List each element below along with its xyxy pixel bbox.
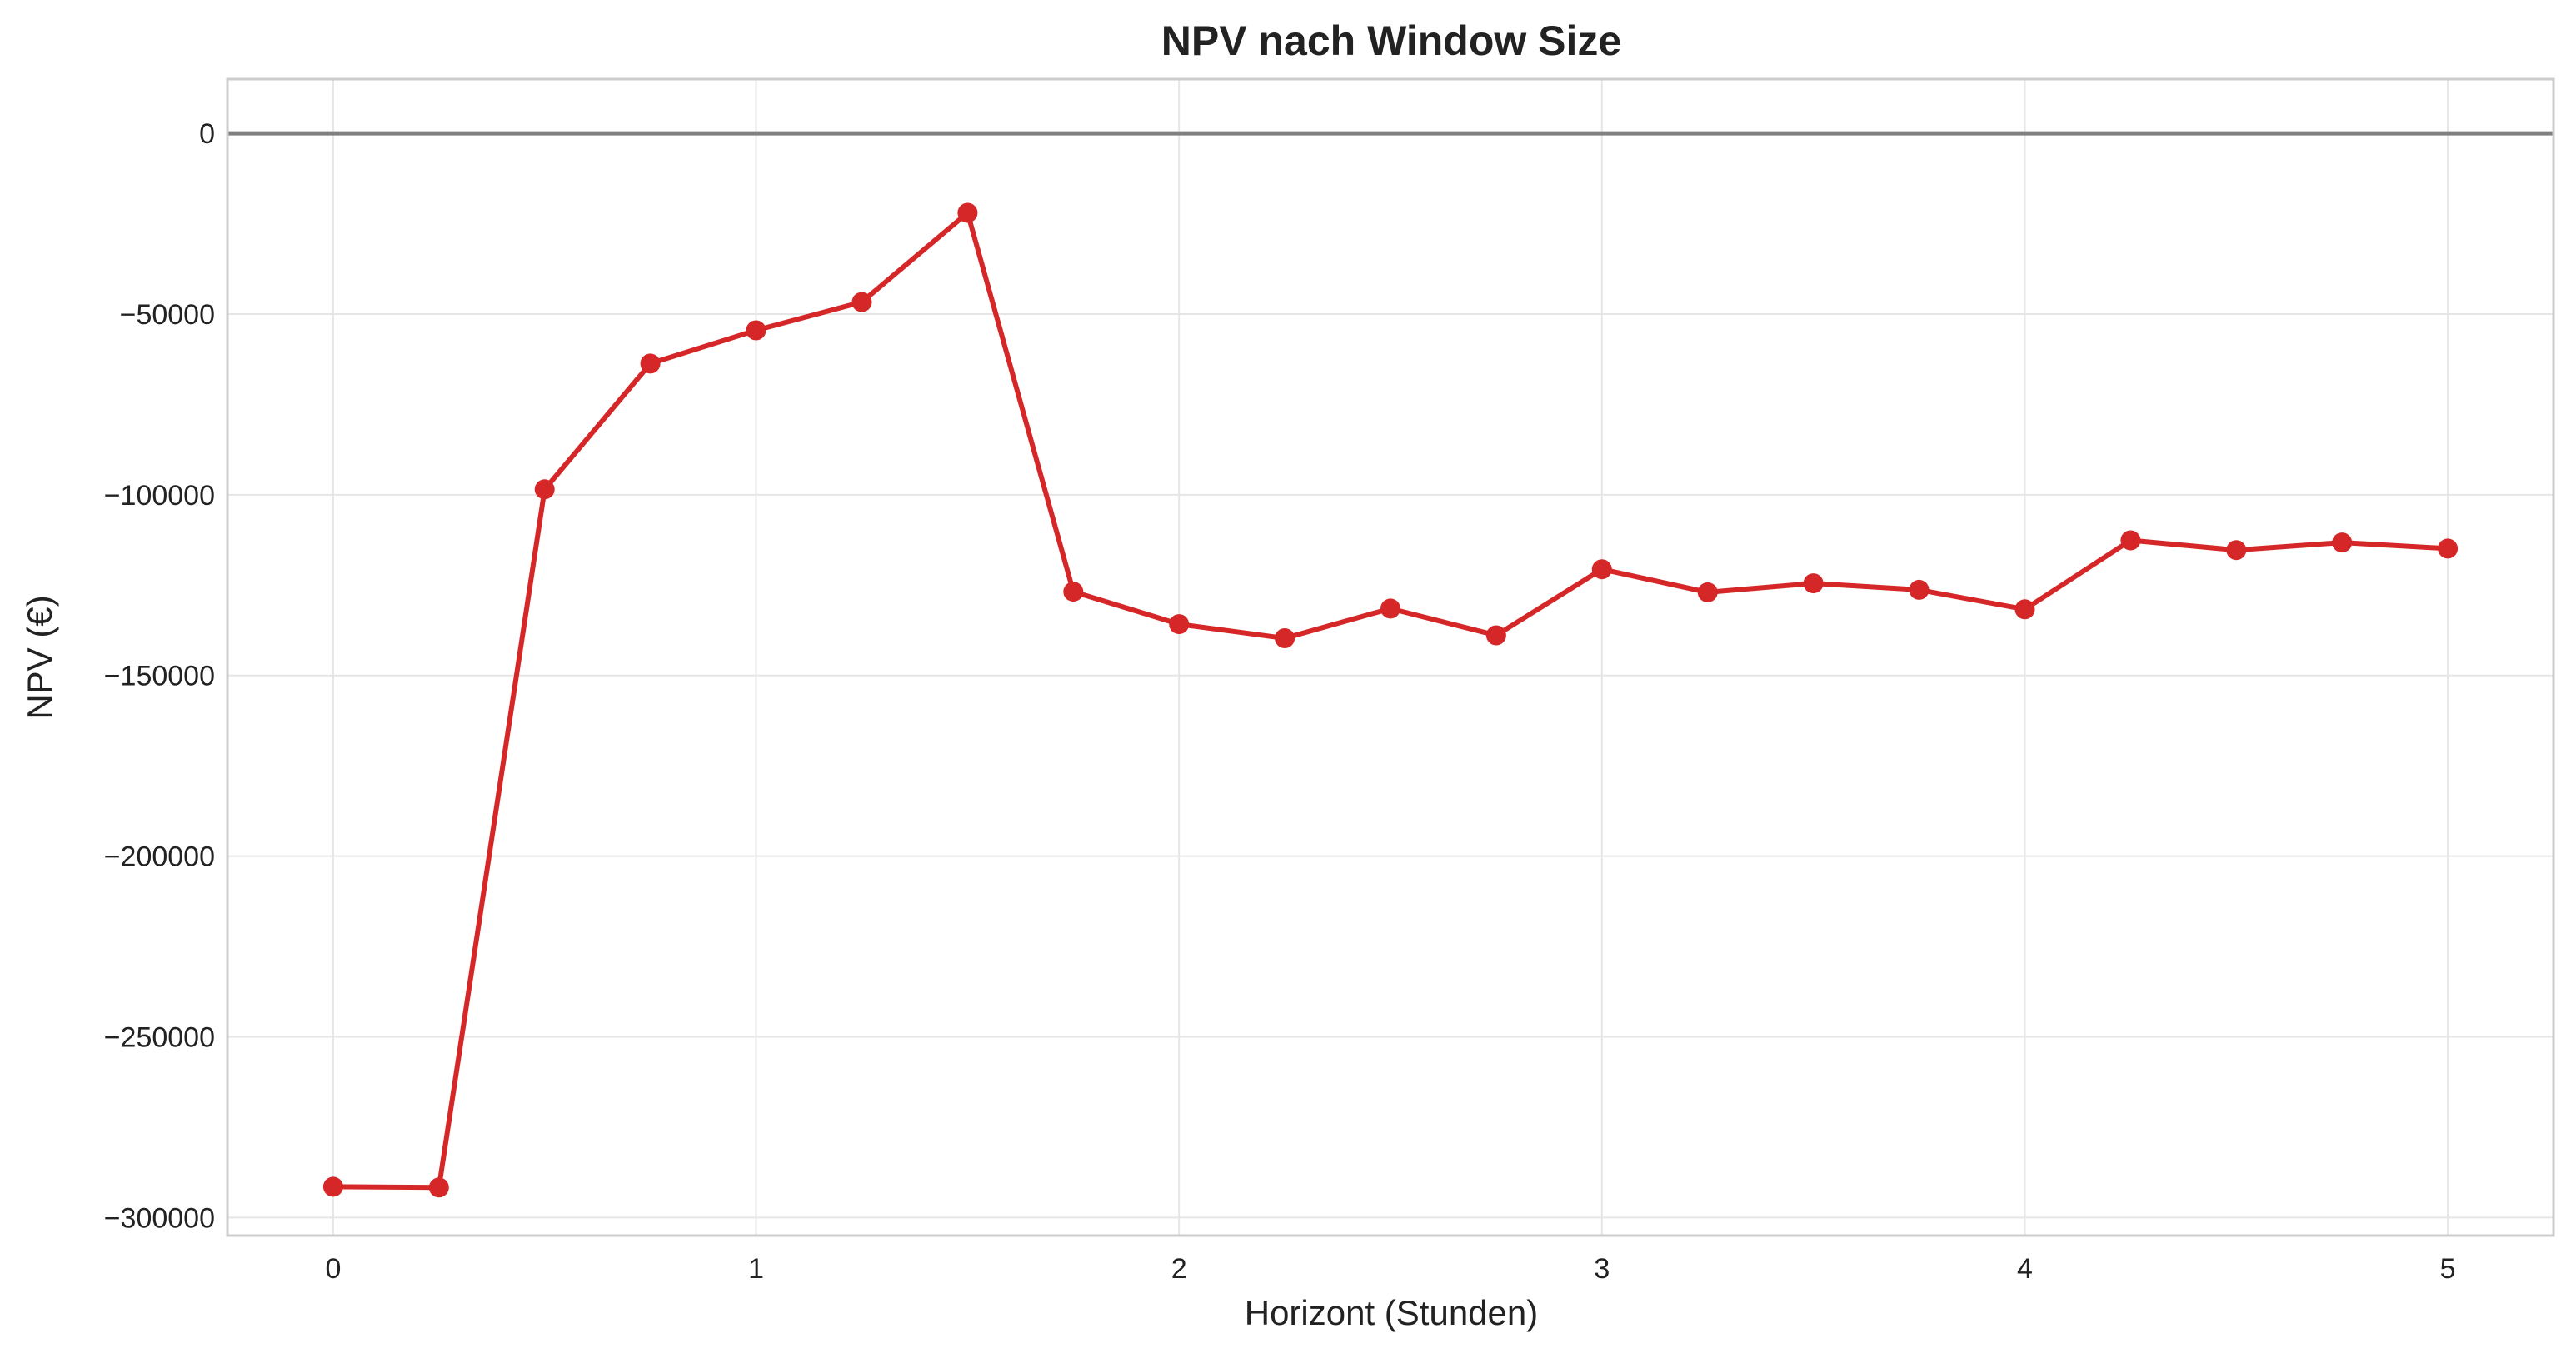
data-point <box>1485 625 1506 646</box>
chart-title: NPV nach Window Size <box>1161 17 1621 64</box>
data-point <box>1591 559 1612 580</box>
data-point <box>1697 582 1718 602</box>
data-point <box>1063 582 1084 602</box>
x-tick-label: 3 <box>1594 1253 1610 1285</box>
x-axis-label: Horizont (Stunden) <box>1245 1293 1539 1332</box>
grid <box>227 79 2554 1236</box>
data-point <box>1380 598 1400 619</box>
y-axis-label: NPV (€) <box>20 595 59 719</box>
y-tick-label: −250000 <box>104 1021 215 1053</box>
plot-frame <box>226 77 2555 1237</box>
x-tick-label: 2 <box>1171 1253 1187 1285</box>
data-point <box>1909 579 1930 600</box>
data-point <box>534 479 555 500</box>
data-point <box>957 202 978 223</box>
data-point <box>2120 530 2141 551</box>
data-point <box>1169 614 1190 635</box>
data-point <box>2014 599 2035 620</box>
x-tick-label: 5 <box>2440 1253 2456 1285</box>
data-point <box>428 1177 449 1198</box>
y-tick-label: −150000 <box>104 661 215 692</box>
data-point <box>851 292 872 312</box>
data-point <box>322 1176 343 1197</box>
data-point <box>1275 628 1295 648</box>
y-tick-label: −100000 <box>104 480 215 512</box>
data-point <box>2438 538 2459 559</box>
x-tick-label: 0 <box>325 1253 341 1285</box>
y-tick-label: −200000 <box>104 841 215 873</box>
series-layer <box>322 202 2459 1198</box>
y-tick-label: −300000 <box>104 1202 215 1234</box>
y-tick-label: −50000 <box>120 299 215 331</box>
data-point <box>1803 573 1824 594</box>
data-point <box>2226 540 2247 561</box>
data-point <box>640 353 661 374</box>
data-point <box>2332 532 2353 553</box>
tick-labels: 0 1 2 3 4 5 0 −50000 −100000 −150000 −200000 −25000… <box>104 118 2456 1285</box>
data-point <box>746 320 766 341</box>
x-tick-label: 1 <box>748 1253 764 1285</box>
y-tick-label: 0 <box>199 118 215 150</box>
x-tick-label: 4 <box>2017 1253 2033 1285</box>
